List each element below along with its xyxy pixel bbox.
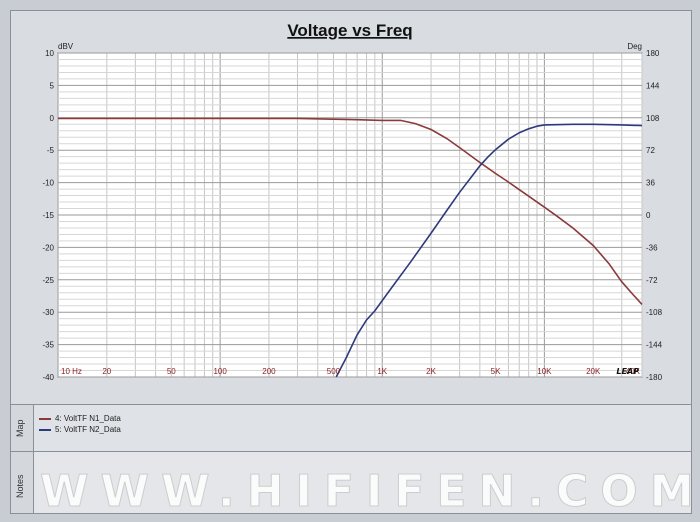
right-axis-unit: Deg: [627, 42, 642, 51]
left-y-tick-label: 5: [50, 81, 55, 90]
right-y-tick-label: 144: [646, 81, 660, 90]
x-tick-label: 200: [262, 367, 276, 376]
left-y-tick-label: -25: [42, 276, 54, 285]
application-frame: 10 Hz 20 50 100 200 500 1K 2K 5K 10K 20K 40K 10 5 0 -5-…: [10, 10, 692, 514]
right-y-tick-label: -72: [646, 276, 658, 285]
grid: [57, 52, 643, 378]
x-tick-label: 1K: [377, 367, 387, 376]
right-y-tick-label: 72: [646, 146, 655, 155]
left-y-tick-label: -35: [42, 341, 54, 350]
left-y-tick-label: -15: [42, 211, 54, 220]
x-tick-label: 10 Hz: [61, 367, 82, 376]
watermark: WWW.HIFIFEN.COM: [40, 466, 690, 518]
left-y-tick-label: -10: [42, 179, 54, 188]
legend-swatch: [39, 428, 51, 431]
x-tick-label: 20K: [586, 367, 601, 376]
map-panel: Map 4: VoltTF N1_Data 5: VoltTF N2_Data: [11, 405, 691, 452]
left-y-tick-label: 0: [50, 114, 55, 123]
notes-tab[interactable]: Notes: [11, 452, 34, 513]
right-y-tick-label: 36: [646, 179, 655, 188]
right-y-tick-label: -36: [646, 243, 658, 252]
curves: [58, 117, 643, 378]
legend-entry[interactable]: 4: VoltTF N1_Data: [39, 413, 121, 424]
left-y-tick-label: -5: [47, 146, 55, 155]
x-tick-label: 100: [213, 367, 227, 376]
notes-panel: Notes: [11, 452, 691, 513]
x-tick-label: 5K: [491, 367, 501, 376]
legend-label: 4: VoltTF N1_Data: [55, 414, 121, 423]
right-y-tick-label: -180: [646, 373, 663, 382]
series-line-1: [58, 117, 643, 305]
right-y-tick-label: 108: [646, 114, 660, 123]
series-line-2: [335, 123, 643, 378]
map-tab[interactable]: Map: [11, 405, 34, 451]
x-tick-label: 20: [102, 367, 111, 376]
x-tick-label: 10K: [537, 367, 552, 376]
map-tab-label: Map: [15, 419, 25, 437]
left-y-tick-label: 10: [45, 49, 54, 58]
left-y-tick-label: -30: [42, 308, 54, 317]
left-y-tick-label: -40: [42, 373, 54, 382]
right-y-tick-label: -144: [646, 341, 663, 350]
x-tick-label: 2K: [426, 367, 436, 376]
x-tick-label: 50: [167, 367, 176, 376]
tick-labels: 10 Hz 20 50 100 200 500 1K 2K 5K 10K 20K 40K1050-5-…: [42, 49, 662, 382]
x-tick-label: 500: [327, 367, 341, 376]
right-y-tick-label: 180: [646, 49, 660, 58]
chart-panel: 10 Hz 20 50 100 200 500 1K 2K 5K 10K 20K 40K 10 5 0 -5-…: [11, 11, 691, 405]
notes-tab-label: Notes: [15, 474, 25, 498]
x-tick-label: 40K: [626, 367, 641, 376]
brand-logo: LEAP: [616, 367, 639, 376]
chart: 10 Hz 20 50 100 200 500 1K 2K 5K 10K 20K 40K1050-5-…: [42, 21, 662, 382]
legend-swatch: [39, 417, 51, 420]
left-axis-unit: dBV: [58, 42, 74, 51]
legend-label: 5: VoltTF N2_Data: [55, 425, 121, 434]
right-y-tick-label: -108: [646, 308, 663, 317]
legend: 4: VoltTF N1_Data 5: VoltTF N2_Data: [39, 413, 121, 435]
left-y-tick-label: -20: [42, 243, 54, 252]
right-y-tick-label: 0: [646, 211, 651, 220]
chart-title: Voltage vs Freq: [287, 21, 412, 40]
legend-entry[interactable]: 5: VoltTF N2_Data: [39, 424, 121, 435]
